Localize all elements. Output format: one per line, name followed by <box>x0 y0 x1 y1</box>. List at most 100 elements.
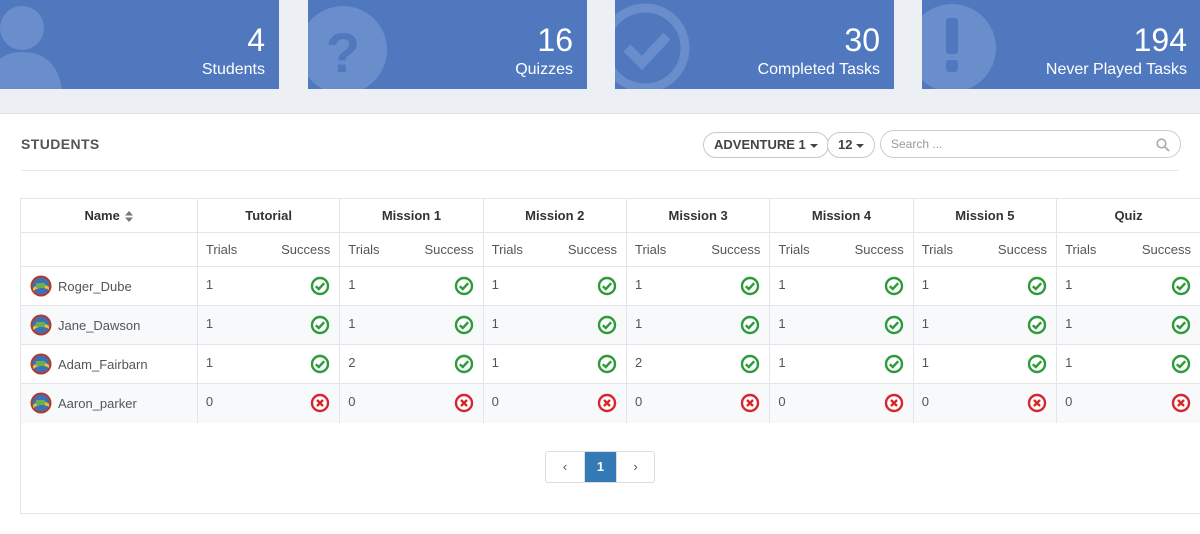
success-check-icon <box>454 276 473 296</box>
success-check-icon <box>884 354 903 374</box>
stat-tile-completed: 30 Completed Tasks <box>615 0 894 89</box>
fail-x-icon <box>1171 394 1191 413</box>
trials-cell: 1 <box>196 305 269 345</box>
success-check-icon <box>741 315 760 335</box>
success-check-icon <box>741 276 760 296</box>
group-header-mission-4: Mission 4 <box>769 198 914 233</box>
group-header-mission-1: Mission 1 <box>339 198 484 233</box>
trials-cell: 0 <box>1056 383 1128 423</box>
trials-cell: 1 <box>769 266 842 306</box>
stat-label: Students <box>201 61 265 78</box>
success-check-icon <box>1027 315 1047 335</box>
student-name[interactable]: Aaron_parker <box>58 395 137 411</box>
trials-cell: 0 <box>625 383 698 423</box>
success-cell <box>410 344 484 384</box>
success-cell <box>1127 305 1200 345</box>
exclamation-icon <box>922 4 996 89</box>
students-panel: STUDENTS ADVENTURE 1 12 Name <box>0 113 1200 534</box>
success-cell <box>554 383 627 423</box>
table-row: Roger_Dube 1 1 1 1 1 1 1 <box>20 266 1200 306</box>
prev-page-button[interactable]: ‹ <box>562 459 568 474</box>
sub-header-trials: Trials <box>625 232 698 267</box>
stat-tile-never-played: 194 Never Played Tasks <box>922 0 1200 89</box>
search-icon[interactable] <box>1156 138 1170 152</box>
group-header-row: Name Tutorial Mission 1 Mission 2 Missio… <box>20 198 1200 233</box>
stat-label: Completed Tasks <box>757 61 880 78</box>
adventure-dropdown[interactable]: ADVENTURE 1 <box>703 132 829 158</box>
caret-down-icon <box>809 143 818 148</box>
page-button-current[interactable]: 1 <box>584 452 616 482</box>
sub-header-success: Success <box>1127 232 1200 267</box>
success-check-icon <box>1171 276 1191 296</box>
trials-cell: 1 <box>482 344 555 384</box>
fail-x-icon <box>884 394 903 413</box>
trials-cell: 0 <box>482 383 555 423</box>
divider <box>21 170 1179 171</box>
next-page-button[interactable]: › <box>616 452 654 482</box>
student-cell: Adam_Fairbarn <box>20 344 198 384</box>
sub-header-blank <box>20 232 198 267</box>
stat-value: 4 <box>247 22 265 58</box>
table-row: Jane_Dawson 1 1 1 1 1 1 1 <box>20 305 1200 345</box>
sub-header-success: Success <box>410 232 484 267</box>
sub-header-success: Success <box>268 232 340 267</box>
stat-tile-students: 4 Students <box>0 0 279 89</box>
sub-header-trials: Trials <box>482 232 555 267</box>
fail-x-icon <box>741 394 760 413</box>
student-name-wrap: Roger_Dube <box>30 275 197 297</box>
adventure-dropdown-label: ADVENTURE 1 <box>714 137 806 152</box>
success-cell <box>268 305 340 345</box>
success-cell <box>554 266 627 306</box>
success-cell <box>1127 344 1200 384</box>
sub-header-row: Trials Success Trials Success Trials Success T… <box>20 232 1200 267</box>
success-cell <box>410 305 484 345</box>
trials-cell: 2 <box>339 344 411 384</box>
success-cell <box>984 305 1057 345</box>
trials-cell: 1 <box>912 266 985 306</box>
trials-cell: 1 <box>912 305 985 345</box>
group-header-mission-3: Mission 3 <box>625 198 770 233</box>
user-icon <box>0 6 62 89</box>
fail-x-icon <box>597 394 617 413</box>
success-cell <box>268 266 340 306</box>
name-column-header[interactable]: Name <box>20 198 198 233</box>
student-name[interactable]: Roger_Dube <box>58 278 132 294</box>
success-cell <box>841 266 914 306</box>
success-cell <box>841 305 914 345</box>
student-name[interactable]: Adam_Fairbarn <box>58 356 148 372</box>
success-check-icon <box>1027 276 1047 296</box>
search-input[interactable] <box>891 135 1141 153</box>
success-cell <box>984 344 1057 384</box>
sort-icon[interactable] <box>125 211 134 223</box>
trials-cell: 1 <box>196 266 269 306</box>
trials-cell: 1 <box>1056 266 1128 306</box>
stat-value: 30 <box>844 22 880 58</box>
trials-cell: 1 <box>769 305 842 345</box>
trials-cell: 1 <box>769 344 842 384</box>
success-check-icon <box>311 315 330 335</box>
stat-value: 16 <box>537 22 573 58</box>
group-header-mission-2: Mission 2 <box>482 198 627 233</box>
panel-title: STUDENTS <box>21 136 100 152</box>
student-name[interactable]: Jane_Dawson <box>58 317 141 333</box>
success-cell <box>697 344 770 384</box>
trials-cell: 1 <box>482 305 555 345</box>
sub-header-success: Success <box>841 232 914 267</box>
success-cell <box>268 383 340 423</box>
page-size-dropdown[interactable]: 12 <box>827 132 876 158</box>
success-check-icon <box>454 354 473 374</box>
group-header-quiz: Quiz <box>1056 198 1200 233</box>
success-cell <box>841 344 914 384</box>
name-header-label: Name <box>84 208 120 223</box>
student-name-wrap: Adam_Fairbarn <box>30 353 197 375</box>
success-check-icon <box>597 315 617 335</box>
trials-cell: 0 <box>769 383 842 423</box>
success-check-icon <box>597 276 617 296</box>
success-check-icon <box>1027 354 1047 374</box>
success-cell <box>984 266 1057 306</box>
trials-cell: 1 <box>482 266 555 306</box>
trials-cell: 0 <box>912 383 985 423</box>
success-cell <box>984 383 1057 423</box>
success-cell <box>697 305 770 345</box>
trials-cell: 2 <box>625 344 698 384</box>
